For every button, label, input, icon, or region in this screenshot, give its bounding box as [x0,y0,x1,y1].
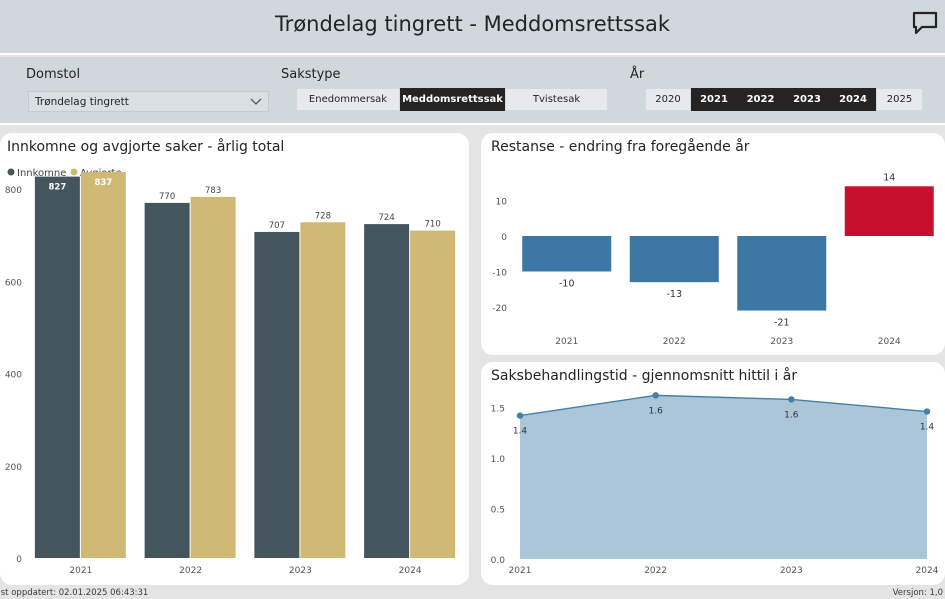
area-line [519,394,928,417]
sakstype-option-enedommersak[interactable]: Enedommersak [296,88,400,111]
area-fill [520,395,927,559]
data-point-2024 [923,408,931,415]
data-label: -13 [666,289,682,300]
x-tick-label: 2021 [69,566,92,576]
data-point-2023 [788,396,795,403]
data-label: 770 [159,192,175,202]
legend-marker-innkomne [7,168,15,176]
data-label: 1.4 [513,427,528,437]
innkomne-avgjorte-card: InnkomneAvgjorte020040060080082783720217… [0,133,469,585]
data-label: 837 [95,178,113,188]
x-tick-label: 2022 [644,566,667,576]
year-option-2024[interactable]: 2024 [830,88,876,111]
bar-innkomne-2022 [144,202,190,559]
data-label: 710 [425,220,441,230]
y-tick-label: 1.5 [491,405,505,415]
saksbehandlingstid-chart: 0.0 0.5 1.0 1.5 1.4 2021 1.6 2022 1.6 2023 1.4 2024 [491,392,939,576]
x-tick-label: 2024 [878,337,901,347]
y-tick-label: 800 [5,186,22,196]
bar-restanse-2023 [737,236,827,311]
ar-label: År [630,67,645,82]
page-title: Trøndelag tingrett - Meddomsrettssak [274,12,671,36]
y-tick-label: 10 [496,198,508,208]
y-tick-label: -10 [492,269,507,279]
sakstype-slicer: Enedommersak Meddomsrettssak Tvistesak [296,88,608,111]
data-label: 1.6 [784,410,799,420]
x-tick-label: 2022 [179,566,202,576]
report-header: Trøndelag tingrett - Meddomsrettssak [0,0,945,55]
bar-restanse-2022 [629,236,719,283]
y-tick-label: 400 [5,371,22,381]
data-point-2021 [516,412,524,419]
x-tick-label: 2024 [399,566,422,576]
innkomne-avgjorte-chart: InnkomneAvgjorte020040060080082783720217… [5,168,456,576]
x-tick-label: 2022 [663,337,686,347]
data-label: 707 [269,221,285,231]
chevron-down-icon [250,98,262,105]
legend-marker-avgjorte [70,168,78,176]
x-tick-label: 2023 [780,566,803,576]
x-tick-label: 2023 [289,566,312,576]
data-label: -21 [774,318,790,329]
x-tick-label: 2023 [770,337,793,347]
bar-avgjorte-2024 [410,230,456,558]
x-tick-label: 2024 [916,566,939,576]
bar-restanse-2021 [522,236,612,272]
data-label: 1.6 [649,406,664,416]
innkomne-avgjorte-title: Innkomne og avgjorte saker - årlig total [7,139,285,155]
y-tick-label: -20 [492,304,507,314]
y-tick-label: 1.0 [491,455,506,465]
domstol-label: Domstol [26,67,81,82]
sakstype-label: Sakstype [281,67,341,82]
last-updated-text: Sist oppdatert: 02.01.2025 06:43:31 [0,588,149,598]
domstol-dropdown[interactable]: Trøndelag tingrett [28,91,269,112]
year-option-2021[interactable]: 2021 [691,88,737,111]
y-tick-label: 0.0 [491,556,506,566]
bar-innkomne-2024 [364,224,410,558]
data-label: 14 [883,172,895,183]
y-tick-label: 200 [5,463,22,473]
restanse-chart: -20 -10 0 10 -10 2021 -13 2022 -21 2023 14 2024 [492,172,934,347]
data-label: 783 [205,186,221,196]
version-text: Versjon: 1,0 [892,588,943,598]
year-option-2022[interactable]: 2022 [737,88,784,111]
sakstype-option-meddomsrettssak[interactable]: Meddomsrettssak [400,88,505,111]
x-tick-label: 2021 [555,337,578,347]
data-label: 728 [315,211,331,221]
saksbehandlingstid-card: 0.0 0.5 1.0 1.5 1.4 2021 1.6 2022 1.6 2023 1.4 2024… [481,362,945,585]
data-label: -10 [559,279,575,290]
restanse-title: Restanse - endring fra foregående år [491,139,750,155]
domstol-value: Trøndelag tingrett [35,96,129,108]
y-tick-label: 0 [16,555,22,565]
filter-bar: Domstol Trøndelag tingrett Sakstype Ened… [0,57,945,125]
y-tick-label: 0.5 [491,506,505,516]
data-label: 1.4 [920,423,935,433]
bar-avgjorte-2021 [80,171,126,558]
year-option-2025[interactable]: 2025 [876,88,923,111]
bar-avgjorte-2023 [300,222,346,558]
data-label: 827 [49,183,67,193]
saksbehandlingstid-title: Saksbehandlingstid - gjennomsnitt hittil… [491,368,798,384]
data-point-2022 [652,392,659,399]
bar-avgjorte-2022 [190,196,236,559]
sakstype-option-tvistesak[interactable]: Tvistesak [505,88,608,111]
year-option-2020[interactable]: 2020 [645,88,691,111]
bar-restanse-2024 [844,186,934,236]
chat-bubble-icon[interactable] [911,10,939,36]
legend-label-innkomne: Innkomne [17,168,66,179]
y-tick-label: 600 [5,278,22,288]
x-tick-label: 2021 [509,566,532,576]
data-label: 724 [379,213,395,223]
ar-slicer: 2020 2021 2022 2023 2024 2025 [645,88,923,111]
restanse-card: -20 -10 0 10 -10 2021 -13 2022 -21 2023 14 2024 Res… [481,133,945,355]
bar-innkomne-2023 [254,231,300,558]
y-tick-label: 0 [501,233,507,243]
year-option-2023[interactable]: 2023 [784,88,830,111]
bar-innkomne-2021 [34,176,80,558]
